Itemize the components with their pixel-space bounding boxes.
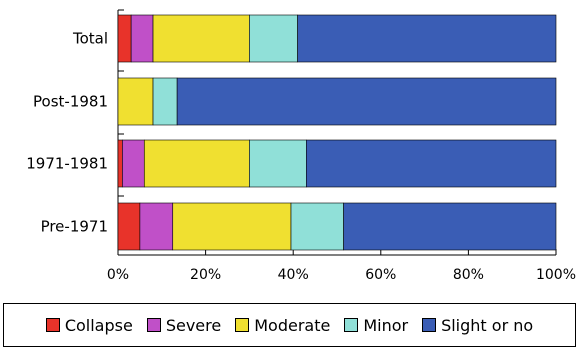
- bar-segment-minor: [152, 77, 178, 126]
- bar-segment-moderate: [172, 202, 292, 251]
- bar-segment-slight-or-no: [176, 77, 557, 126]
- bar-segment-slight-or-no: [297, 14, 557, 63]
- labels: Total Post-1981 1971-1981 Pre-1971: [26, 30, 108, 236]
- x-tick-label: 20%: [190, 267, 221, 283]
- bar-segment-moderate: [152, 14, 250, 63]
- stacked-bar-chart: 0% 20% 40% 60% 80% 100% Total Post-1981 1971-19…: [26, 9, 576, 283]
- legend-label: Minor: [363, 315, 409, 335]
- legend-item: Moderate: [235, 316, 330, 335]
- axes: 0% 20% 40% 60% 80% 100%: [107, 9, 576, 283]
- legend-swatch: [45, 318, 60, 332]
- bar-segment-severe: [139, 202, 174, 251]
- legend-label: Moderate: [254, 315, 331, 335]
- legend-item: Collapse: [45, 315, 133, 335]
- bar-segment-minor: [249, 14, 298, 63]
- bar-segment-minor: [290, 202, 344, 251]
- bar-segment-severe: [122, 139, 145, 188]
- bar-segment-collapse: [117, 14, 132, 63]
- bar-segment-minor: [249, 139, 307, 188]
- bar-segment-moderate: [117, 77, 154, 126]
- legend-item: Minor: [344, 316, 408, 335]
- legend: Collapse Severe Moderate Minor Slight or no: [3, 303, 576, 347]
- legend-item: Slight or no: [422, 316, 533, 335]
- category-label: Total: [72, 30, 108, 48]
- x-tick-label: 0%: [107, 267, 129, 283]
- x-tick-label: 100%: [536, 267, 576, 283]
- legend-item: Severe: [146, 315, 222, 335]
- x-tick-label: 40%: [278, 267, 309, 283]
- legend-label: Slight or no: [441, 315, 534, 335]
- x-tick-label: 60%: [365, 267, 396, 283]
- category-label: Post-1981: [33, 93, 108, 111]
- bar-segment-slight-or-no: [306, 139, 557, 188]
- category-label: 1971-1981: [26, 155, 108, 173]
- bar-segment-severe: [130, 14, 154, 63]
- legend-swatch: [344, 318, 359, 332]
- legend-swatch: [422, 318, 437, 332]
- legend-label: Severe: [165, 315, 222, 335]
- bar-segment-collapse: [117, 202, 141, 251]
- legend-swatch: [235, 318, 250, 332]
- x-tick-label: 80%: [453, 267, 484, 283]
- legend-label: Collapse: [64, 315, 133, 335]
- bars: [117, 14, 557, 251]
- bar-segment-slight-or-no: [343, 202, 557, 251]
- bar-segment-collapse: [117, 139, 123, 188]
- bar-segment-moderate: [143, 139, 250, 188]
- legend-swatch: [146, 318, 161, 332]
- category-label: Pre-1971: [41, 218, 108, 236]
